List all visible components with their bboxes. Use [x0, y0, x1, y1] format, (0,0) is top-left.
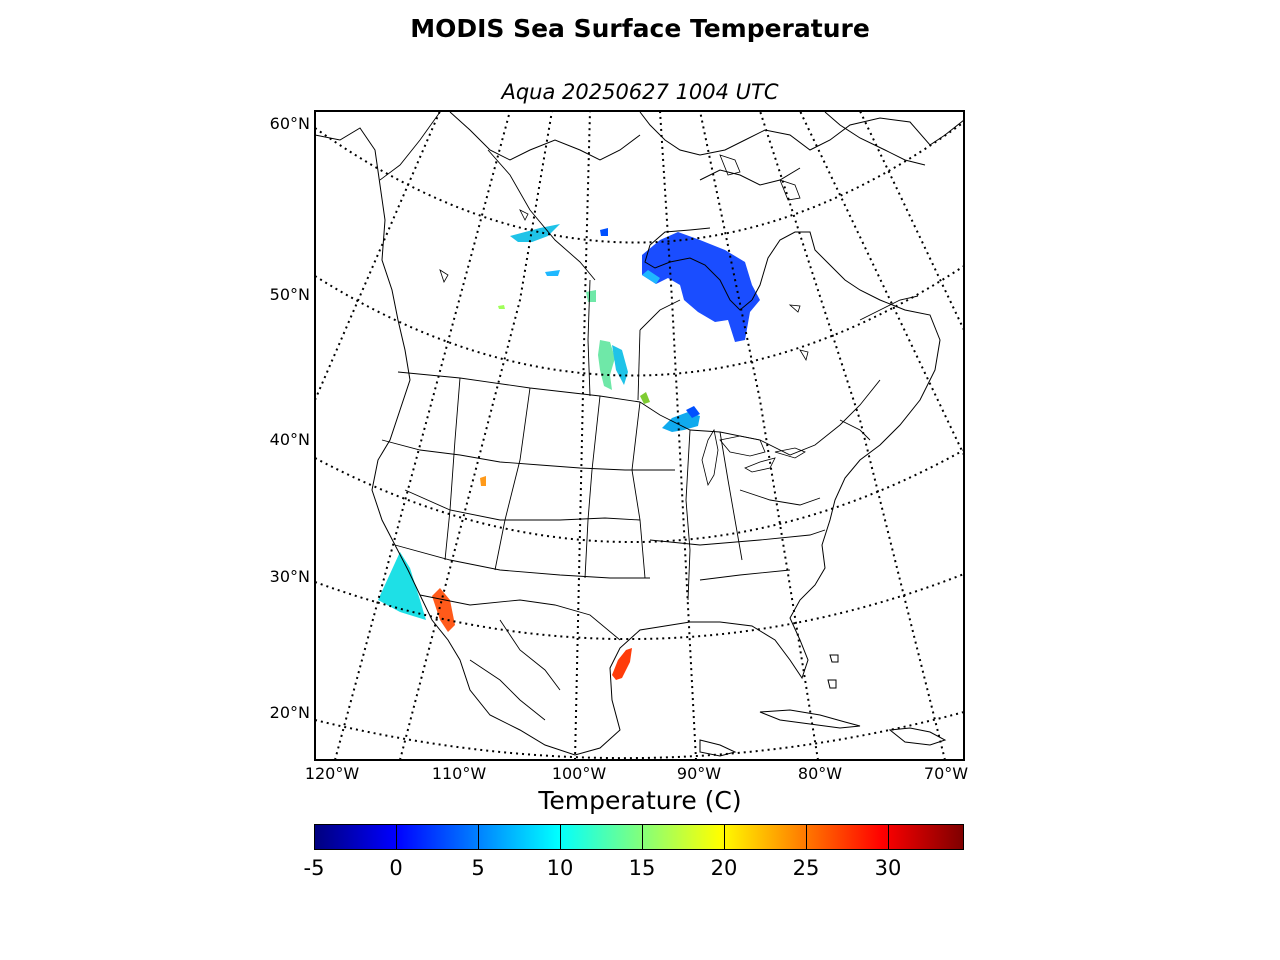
colorbar-tick — [724, 824, 725, 850]
lat-label-40n: 40°N — [269, 430, 310, 449]
small-lake-sst-3 — [586, 290, 596, 302]
lake-winnipeg-sst — [598, 340, 615, 390]
colorbar-tick-label: 0 — [389, 856, 403, 880]
lon-label-100w: 100°W — [551, 764, 607, 783]
small-lake-sst-4 — [480, 476, 486, 486]
colorbar — [314, 824, 964, 850]
pacific-sst-swath — [378, 552, 426, 620]
meridian-110W — [399, 111, 553, 760]
colorbar-tick — [560, 824, 561, 850]
lake-nipigon-sst — [640, 392, 650, 404]
lake-superior-sst — [662, 412, 700, 432]
meridian-50W — [859, 111, 964, 331]
small-lake-sst-1 — [498, 305, 505, 309]
lon-label-70w: 70°W — [923, 764, 969, 783]
hudson-bay-sst-swath — [642, 232, 760, 342]
coastlines — [315, 111, 964, 757]
meridian-120W — [334, 111, 511, 760]
lat-label-50n: 50°N — [269, 285, 310, 304]
sst-swaths — [378, 224, 760, 680]
lon-label-80w: 80°W — [797, 764, 843, 783]
colorbar-title: Temperature (C) — [538, 786, 742, 815]
colorbar-tick — [478, 824, 479, 850]
small-lake-sst-2 — [545, 270, 560, 276]
meridian-130W — [315, 111, 441, 401]
lat-label-30n: 30°N — [269, 567, 310, 586]
colorbar-tick — [888, 824, 889, 850]
colorbar-tick-label: 15 — [628, 856, 656, 880]
colorbar-tick-label: 5 — [471, 856, 485, 880]
chart-subtitle: Aqua 20250627 1004 UTC — [501, 80, 779, 104]
lake-winnipeg-north-sst — [612, 345, 628, 385]
colorbar-tick — [642, 824, 643, 850]
lon-label-110w: 110°W — [431, 764, 487, 783]
hudson-bay-cyan-edge — [642, 270, 660, 284]
colorbar-tick — [806, 824, 807, 850]
meridian-80W — [699, 111, 819, 760]
parallel-30N — [315, 573, 964, 641]
lat-label-20n: 20°N — [269, 703, 310, 722]
colorbar-tick-label: 10 — [546, 856, 574, 880]
great-slave-lake-sst — [510, 224, 560, 242]
colorbar-tick-label: 30 — [874, 856, 902, 880]
lon-label-120w: 120°W — [304, 764, 360, 783]
small-lake-sst-5 — [600, 228, 608, 236]
graticule — [315, 111, 964, 760]
map-background — [315, 111, 964, 760]
lat-label-60n: 60°N — [269, 114, 310, 133]
lakes-outlines — [439, 154, 809, 487]
chart-title: MODIS Sea Surface Temperature — [410, 14, 870, 43]
gulf-of-mexico-sst — [612, 648, 632, 680]
colorbar-tick-label: 20 — [710, 856, 738, 880]
colorbar-tick-label: 25 — [792, 856, 820, 880]
lon-label-90w: 90°W — [676, 764, 722, 783]
map-frame — [314, 110, 965, 761]
parallel-40N — [315, 449, 964, 544]
lake-superior-east-sst — [686, 406, 700, 418]
colorbar-tick — [396, 824, 397, 850]
colorbar-tick-label: -5 — [303, 856, 325, 880]
